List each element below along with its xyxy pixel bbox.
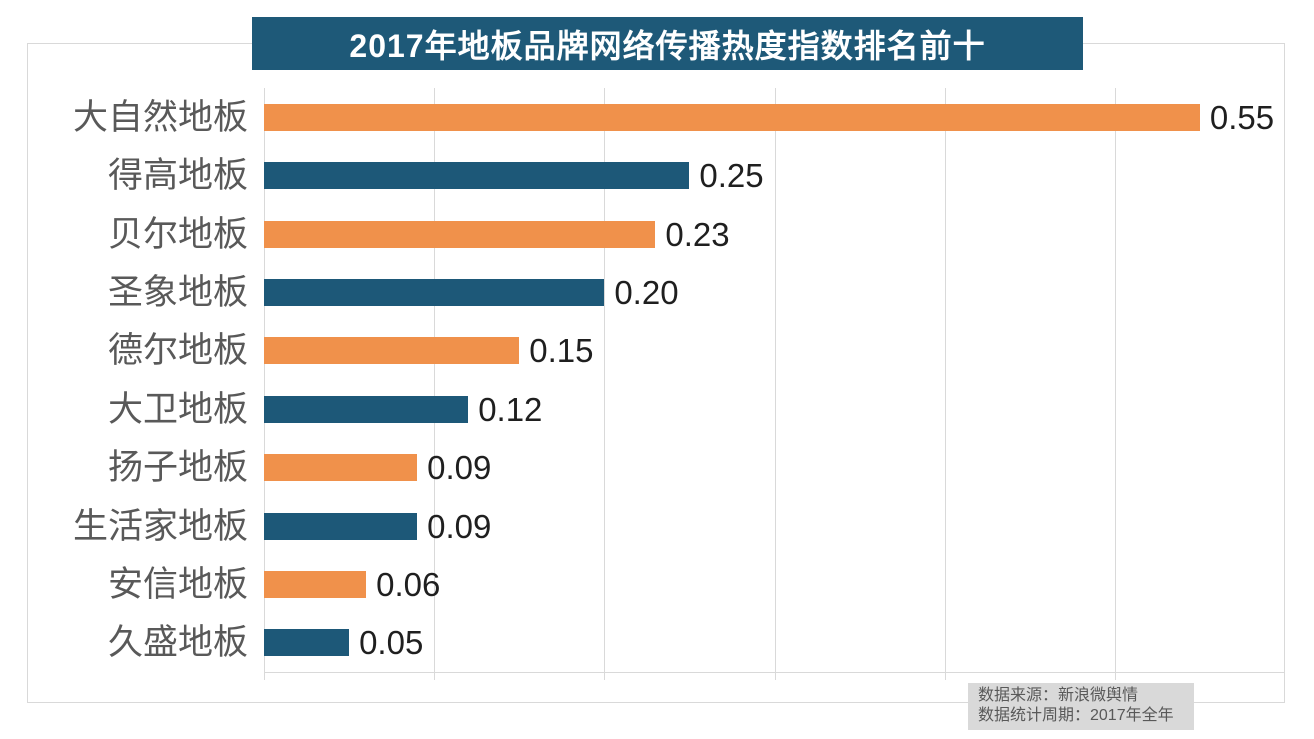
bar-row: 贝尔地板 0.23 bbox=[28, 205, 1285, 263]
value-label: 0.15 bbox=[529, 332, 594, 370]
bar-track: 0.09 bbox=[264, 497, 1285, 555]
bar-track: 0.06 bbox=[264, 555, 1285, 613]
category-label: 圣象地板 bbox=[107, 272, 248, 312]
chart-title: 2017年地板品牌网络传播热度指数排名前十 bbox=[252, 17, 1083, 70]
bar-track: 0.15 bbox=[264, 322, 1285, 380]
bar bbox=[264, 570, 367, 598]
category-label: 大自然地板 bbox=[72, 97, 248, 137]
bar-row: 久盛地板 0.05 bbox=[28, 614, 1285, 672]
bar-chart-plot-area: 大自然地板 0.55 得高地板 0.25 贝尔地板 0.23 圣象地板 bbox=[28, 88, 1285, 672]
value-label: 0.06 bbox=[376, 565, 441, 603]
category-label: 扬子地板 bbox=[107, 448, 248, 488]
bar-row: 圣象地板 0.20 bbox=[28, 263, 1285, 321]
value-label: 0.05 bbox=[359, 624, 424, 662]
category-label: 久盛地板 bbox=[107, 623, 248, 663]
bar-track: 0.23 bbox=[264, 205, 1285, 263]
bar-track: 0.05 bbox=[264, 614, 1285, 672]
category-label: 贝尔地板 bbox=[107, 214, 248, 254]
bar-row: 大自然地板 0.55 bbox=[28, 88, 1285, 146]
bar bbox=[264, 278, 605, 306]
source-note: 数据来源：新浪微舆情 数据统计周期：2017年全年 bbox=[968, 683, 1194, 730]
value-label: 0.12 bbox=[478, 390, 543, 428]
bar bbox=[264, 220, 656, 248]
value-label: 0.09 bbox=[427, 507, 492, 545]
bar-track: 0.25 bbox=[264, 146, 1285, 204]
category-label: 得高地板 bbox=[107, 156, 248, 196]
bar-row: 大卫地板 0.12 bbox=[28, 380, 1285, 438]
bar-row: 德尔地板 0.15 bbox=[28, 322, 1285, 380]
value-label: 0.09 bbox=[427, 449, 492, 487]
source-note-line1: 数据来源：新浪微舆情 bbox=[978, 687, 1139, 704]
bar-track: 0.09 bbox=[264, 438, 1285, 496]
bar bbox=[264, 454, 418, 482]
value-label: 0.25 bbox=[699, 157, 764, 195]
bar-row: 得高地板 0.25 bbox=[28, 146, 1285, 204]
category-label: 德尔地板 bbox=[107, 331, 248, 371]
bar bbox=[264, 337, 520, 365]
value-label: 0.55 bbox=[1209, 98, 1275, 136]
bar-track: 0.20 bbox=[264, 263, 1285, 321]
category-label: 生活家地板 bbox=[72, 506, 248, 546]
x-axis-line bbox=[264, 672, 1285, 673]
chart-border bbox=[27, 43, 1285, 703]
source-note-line2: 数据统计周期：2017年全年 bbox=[978, 707, 1174, 724]
bar-row: 生活家地板 0.09 bbox=[28, 497, 1285, 555]
bar-row: 安信地板 0.06 bbox=[28, 555, 1285, 613]
category-label: 安信地板 bbox=[107, 564, 248, 604]
bar-track: 0.55 bbox=[264, 88, 1285, 146]
bar bbox=[264, 512, 418, 540]
value-label: 0.23 bbox=[665, 215, 730, 253]
category-label: 大卫地板 bbox=[107, 389, 248, 429]
bar bbox=[264, 103, 1200, 131]
bar-row: 扬子地板 0.09 bbox=[28, 438, 1285, 496]
bar bbox=[264, 395, 469, 423]
value-label: 0.20 bbox=[614, 273, 679, 311]
bar bbox=[264, 162, 690, 190]
bar-track: 0.12 bbox=[264, 380, 1285, 438]
bar bbox=[264, 629, 350, 657]
